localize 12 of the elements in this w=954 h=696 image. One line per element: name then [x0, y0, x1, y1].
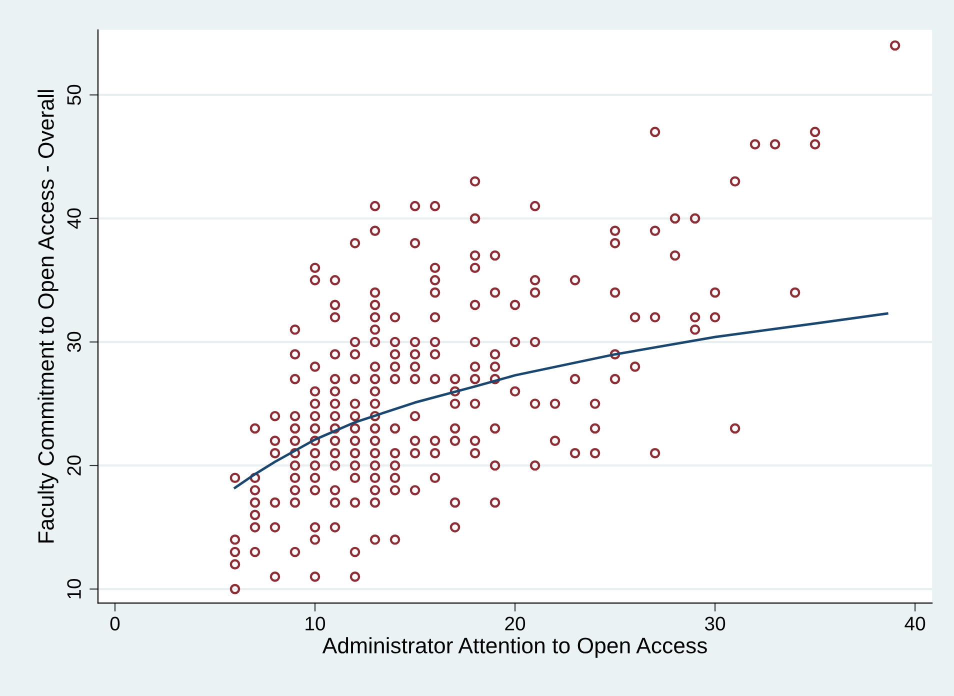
y-tick-label: 50: [67, 84, 81, 105]
y-tick-label: 10: [67, 579, 81, 598]
y-tick-label: 40: [67, 208, 81, 229]
x-axis-title: Administrator Attention to Open Access: [322, 637, 707, 658]
x-tick-label: 10: [306, 616, 326, 630]
x-tick-label: 0: [110, 616, 120, 630]
x-tick-label: 40: [904, 616, 926, 630]
x-tick-label: 30: [704, 616, 726, 630]
y-tick-label: 30: [67, 332, 81, 352]
y-tick-label: 20: [67, 455, 81, 476]
x-tick-label: 20: [505, 616, 526, 630]
y-axis-title: Faculty Commitment to Open Access - Overall: [38, 90, 58, 542]
